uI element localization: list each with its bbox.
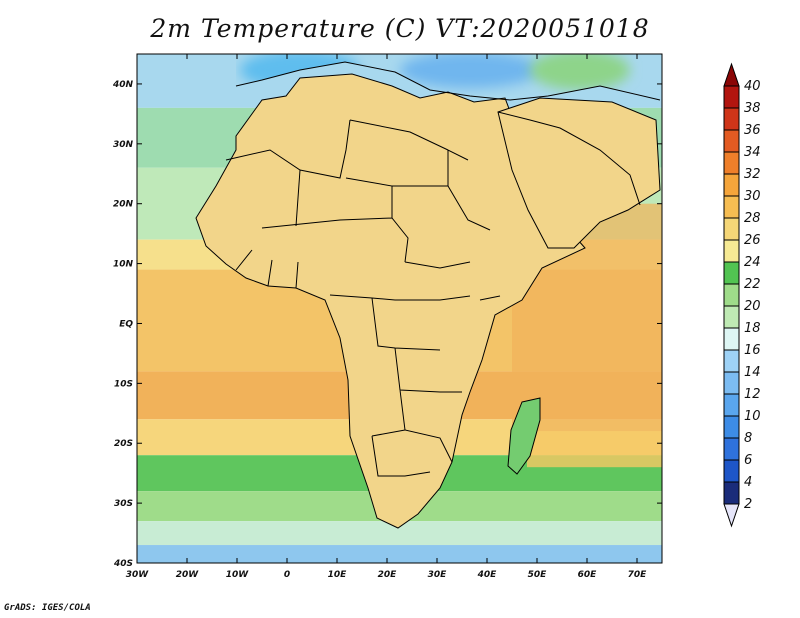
ocean-band <box>137 545 662 563</box>
lat-tick-label: 30N <box>113 140 134 150</box>
colorbar-label: 10 <box>744 409 761 424</box>
map-title: 2m Temperature (C) VT:2020051018 <box>150 14 650 43</box>
indian-ocean-warm <box>527 431 662 468</box>
colorbar-swatch <box>723 217 740 241</box>
lat-tick-label: 40S <box>113 559 133 569</box>
colorbar-label: 26 <box>744 233 761 248</box>
colorbar-label: 2 <box>744 497 752 512</box>
lon-tick-label: 30E <box>428 570 448 580</box>
colorbar-label: 16 <box>744 343 761 358</box>
latitude-axis: 40N 30N 20N 10N EQ 10S 20S 30S 40S <box>112 80 662 569</box>
colorbar-label: 30 <box>744 189 761 204</box>
colorbar-swatch <box>723 459 740 483</box>
colorbar-label: 20 <box>744 299 761 314</box>
colorbar-swatch <box>723 195 740 219</box>
lat-tick-label: 40N <box>112 80 134 90</box>
colorbar-label: 38 <box>744 101 761 116</box>
colorbar-swatch <box>723 151 740 175</box>
lon-tick-label: 30W <box>126 570 150 580</box>
colorbar-swatch <box>723 415 740 439</box>
map-field <box>137 54 662 563</box>
colorbar-swatch <box>723 85 740 109</box>
lat-tick-label: 20S <box>114 439 133 449</box>
colorbar-swatch <box>723 371 740 395</box>
longitude-axis: 30W 20W 10W 0 10E 20E 30E 40E 50E 60E 70E <box>126 54 647 580</box>
colorbar-swatch <box>723 393 740 417</box>
lon-tick-label: 20E <box>378 570 398 580</box>
lat-tick-label: EQ <box>119 319 133 329</box>
colorbar-swatch <box>723 173 740 197</box>
colorbar-swatch <box>723 239 740 263</box>
colorbar-swatch <box>723 129 740 153</box>
lon-tick-label: 70E <box>628 570 648 580</box>
credit-label: GrADS: IGES/COLA <box>4 603 91 613</box>
colorbar-label: 24 <box>744 255 761 270</box>
lon-tick-label: 40E <box>477 570 498 580</box>
colorbar-label: 4 <box>744 475 752 490</box>
colorbar-label: 32 <box>744 167 761 182</box>
colorbar-swatch <box>723 305 740 329</box>
lon-tick-label: 20W <box>176 570 200 580</box>
colorbar-swatch <box>723 437 740 461</box>
colorbar-label: 22 <box>744 277 761 292</box>
lon-tick-label: 10E <box>328 570 348 580</box>
map-frame <box>136 53 663 564</box>
colorbar-label: 12 <box>744 387 761 402</box>
lon-tick-label: 50E <box>528 570 548 580</box>
colorbar-label: 6 <box>744 453 752 468</box>
colorbar-label: 34 <box>744 145 761 160</box>
lat-tick-label: 30S <box>114 499 133 509</box>
colorbar-swatch <box>723 283 740 307</box>
country-borders <box>195 61 661 529</box>
colorbar-swatch <box>723 327 740 351</box>
colorbar-swatch <box>723 349 740 373</box>
colorbar-label: 36 <box>744 123 761 138</box>
colorbar-label: 14 <box>744 365 761 380</box>
colorbar-label: 8 <box>744 431 752 446</box>
colorbar-swatch <box>723 107 740 131</box>
colorbar-swatch <box>723 481 740 505</box>
ocean-band <box>137 521 662 546</box>
colorbar-swatch <box>723 261 740 285</box>
lat-tick-label: 10N <box>113 260 134 270</box>
lon-tick-label: 60E <box>578 570 598 580</box>
lat-tick-label: 10S <box>114 379 133 389</box>
colorbar-label: 18 <box>744 321 761 336</box>
lon-tick-label: 0 <box>284 570 290 580</box>
colorbar-max-arrow <box>723 62 740 87</box>
colorbar-label: 28 <box>744 211 761 226</box>
colorbar-min-arrow <box>723 503 740 528</box>
lat-tick-label: 20N <box>113 200 134 210</box>
lon-tick-label: 10W <box>226 570 250 580</box>
colorbar-label: 40 <box>744 79 761 94</box>
